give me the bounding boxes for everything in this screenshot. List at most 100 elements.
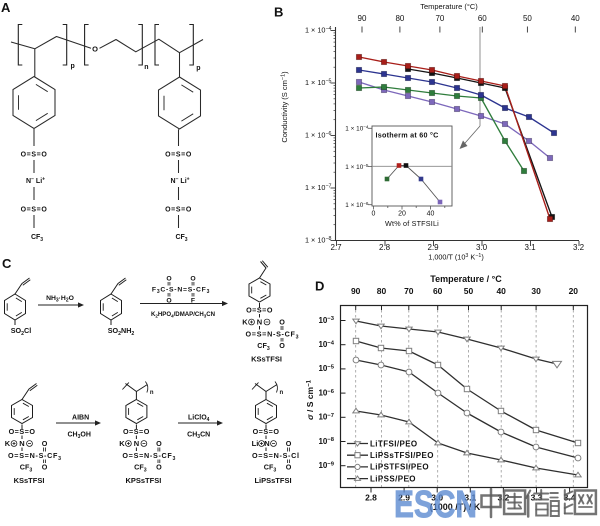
svg-text:LiPSS/PEO: LiPSS/PEO bbox=[370, 474, 416, 483]
svg-text:O=S=O: O=S=O bbox=[253, 427, 280, 436]
svg-text:ESCN: ESCN bbox=[394, 484, 477, 521]
svg-text:1 × 10−8: 1 × 10−8 bbox=[305, 236, 332, 245]
svg-text:3.3: 3.3 bbox=[531, 493, 543, 503]
svg-text:A: A bbox=[1, 0, 11, 15]
svg-text:O: O bbox=[166, 298, 171, 305]
svg-text:NH3·H2O: NH3·H2O bbox=[46, 295, 74, 304]
svg-text:3.1: 3.1 bbox=[524, 243, 536, 252]
svg-text:10−5: 10−5 bbox=[318, 364, 334, 373]
svg-text:O=S=N-S-Cl: O=S=N-S-Cl bbox=[252, 451, 300, 460]
svg-text:O: O bbox=[156, 463, 162, 472]
svg-text:O=S=O: O=S=O bbox=[21, 207, 48, 214]
svg-text:10−4: 10−4 bbox=[318, 340, 334, 349]
svg-text:1 × 10−4: 1 × 10−4 bbox=[305, 26, 332, 35]
svg-text:80: 80 bbox=[395, 14, 404, 23]
svg-text:60: 60 bbox=[433, 286, 443, 296]
svg-text:O=S=O: O=S=O bbox=[21, 152, 48, 159]
svg-text:O: O bbox=[286, 463, 292, 472]
svg-text:10−9: 10−9 bbox=[318, 461, 334, 470]
svg-text:90: 90 bbox=[358, 14, 367, 23]
svg-text:CF3: CF3 bbox=[175, 234, 187, 243]
svg-text:CF3: CF3 bbox=[257, 341, 270, 352]
svg-text:n: n bbox=[150, 390, 154, 396]
svg-text:CF3: CF3 bbox=[20, 463, 33, 474]
svg-text:N: N bbox=[134, 439, 139, 448]
svg-text:n: n bbox=[144, 64, 148, 71]
svg-text:2.9: 2.9 bbox=[427, 243, 439, 252]
svg-text:LiPSsTFSI/PEO: LiPSsTFSI/PEO bbox=[370, 451, 434, 460]
svg-text:SO2Cl: SO2Cl bbox=[11, 326, 31, 337]
svg-text:O: O bbox=[42, 463, 48, 472]
svg-text:10−6: 10−6 bbox=[318, 388, 334, 397]
svg-text:F: F bbox=[191, 298, 195, 305]
svg-text:2.9: 2.9 bbox=[398, 493, 410, 503]
svg-text:O: O bbox=[156, 439, 162, 448]
svg-text:3.0: 3.0 bbox=[476, 243, 488, 252]
svg-text:40: 40 bbox=[496, 286, 506, 296]
svg-text:20: 20 bbox=[398, 211, 406, 218]
svg-text:KPSsTFSI: KPSsTFSI bbox=[125, 476, 161, 485]
svg-text:10−7: 10−7 bbox=[318, 413, 334, 422]
svg-text:1,000/T (103 K−1): 1,000/T (103 K−1) bbox=[428, 253, 484, 262]
svg-text:SO2NH2: SO2NH2 bbox=[108, 326, 135, 337]
svg-text:2.8: 2.8 bbox=[379, 243, 391, 252]
svg-text:O=S=O: O=S=O bbox=[165, 207, 192, 214]
svg-text:2.7: 2.7 bbox=[330, 243, 342, 252]
svg-text:N: N bbox=[264, 439, 269, 448]
svg-text:10−8: 10−8 bbox=[318, 437, 334, 446]
svg-text:50: 50 bbox=[523, 14, 532, 23]
svg-text:O: O bbox=[92, 45, 98, 54]
svg-text:F3C-S-N=S-CF3: F3C-S-N=S-CF3 bbox=[152, 287, 210, 296]
svg-text:n: n bbox=[280, 390, 284, 396]
svg-text:(1000 /T) / K: (1000 /T) / K bbox=[430, 502, 481, 512]
svg-text:p: p bbox=[196, 65, 200, 72]
svg-text:KSsTFSI: KSsTFSI bbox=[14, 476, 45, 485]
svg-text:D: D bbox=[315, 279, 324, 294]
svg-text:0: 0 bbox=[372, 211, 376, 218]
svg-text:CH3OH: CH3OH bbox=[67, 432, 90, 441]
svg-text:1 × 10−5: 1 × 10−5 bbox=[345, 163, 369, 171]
svg-text:O=S=O: O=S=O bbox=[246, 306, 273, 315]
svg-text:3.4: 3.4 bbox=[564, 493, 576, 503]
svg-text:N− Li+: N− Li+ bbox=[26, 177, 45, 185]
svg-text:LiClO4: LiClO4 bbox=[188, 415, 210, 424]
svg-text:O: O bbox=[166, 276, 171, 283]
svg-text:90: 90 bbox=[351, 286, 361, 296]
svg-text:Li: Li bbox=[252, 439, 259, 448]
svg-text:1 × 10−5: 1 × 10−5 bbox=[305, 78, 332, 87]
svg-text:Isotherm at 60 °C: Isotherm at 60 °C bbox=[376, 131, 439, 140]
svg-text:O=S=N-S-CF3: O=S=N-S-CF3 bbox=[246, 330, 300, 341]
svg-text:50: 50 bbox=[464, 286, 474, 296]
svg-text:O=S=N-S-CF3: O=S=N-S-CF3 bbox=[122, 451, 176, 462]
svg-text:O=S=O: O=S=O bbox=[123, 427, 150, 436]
svg-text:O: O bbox=[42, 439, 48, 448]
svg-text:40: 40 bbox=[427, 211, 435, 218]
svg-text:K: K bbox=[5, 439, 11, 448]
svg-text:CH3CN: CH3CN bbox=[187, 432, 210, 441]
svg-text:1 × 10−6: 1 × 10−6 bbox=[305, 131, 332, 140]
svg-text:30: 30 bbox=[531, 286, 541, 296]
svg-text:O: O bbox=[279, 318, 285, 327]
svg-text:LiPSsTFSI: LiPSsTFSI bbox=[254, 476, 291, 485]
svg-text:KSsTFSI: KSsTFSI bbox=[251, 355, 282, 364]
svg-text:O=S=N-S-CF3: O=S=N-S-CF3 bbox=[8, 451, 62, 462]
svg-text:2.8: 2.8 bbox=[365, 493, 377, 503]
svg-text:K: K bbox=[119, 439, 125, 448]
svg-text:C: C bbox=[2, 256, 12, 271]
svg-text:B: B bbox=[274, 5, 283, 20]
svg-text:Conductivity (S cm−1): Conductivity (S cm−1) bbox=[280, 71, 289, 143]
svg-text:40: 40 bbox=[571, 14, 580, 23]
svg-text:1 × 10−4: 1 × 10−4 bbox=[345, 125, 369, 133]
svg-text:3.1: 3.1 bbox=[464, 493, 476, 503]
svg-text:K: K bbox=[242, 318, 248, 327]
svg-text:O: O bbox=[286, 439, 292, 448]
svg-text:3.2: 3.2 bbox=[573, 243, 585, 252]
svg-text:O: O bbox=[190, 276, 195, 283]
svg-text:1 × 10−6: 1 × 10−6 bbox=[345, 201, 369, 209]
svg-text:CF3: CF3 bbox=[134, 463, 147, 474]
svg-text:N: N bbox=[257, 318, 262, 327]
svg-text:1 × 10−7: 1 × 10−7 bbox=[305, 183, 332, 192]
svg-text:20: 20 bbox=[569, 286, 579, 296]
svg-text:p: p bbox=[71, 63, 75, 70]
svg-text:Wt% of STFSILi: Wt% of STFSILi bbox=[385, 219, 439, 228]
